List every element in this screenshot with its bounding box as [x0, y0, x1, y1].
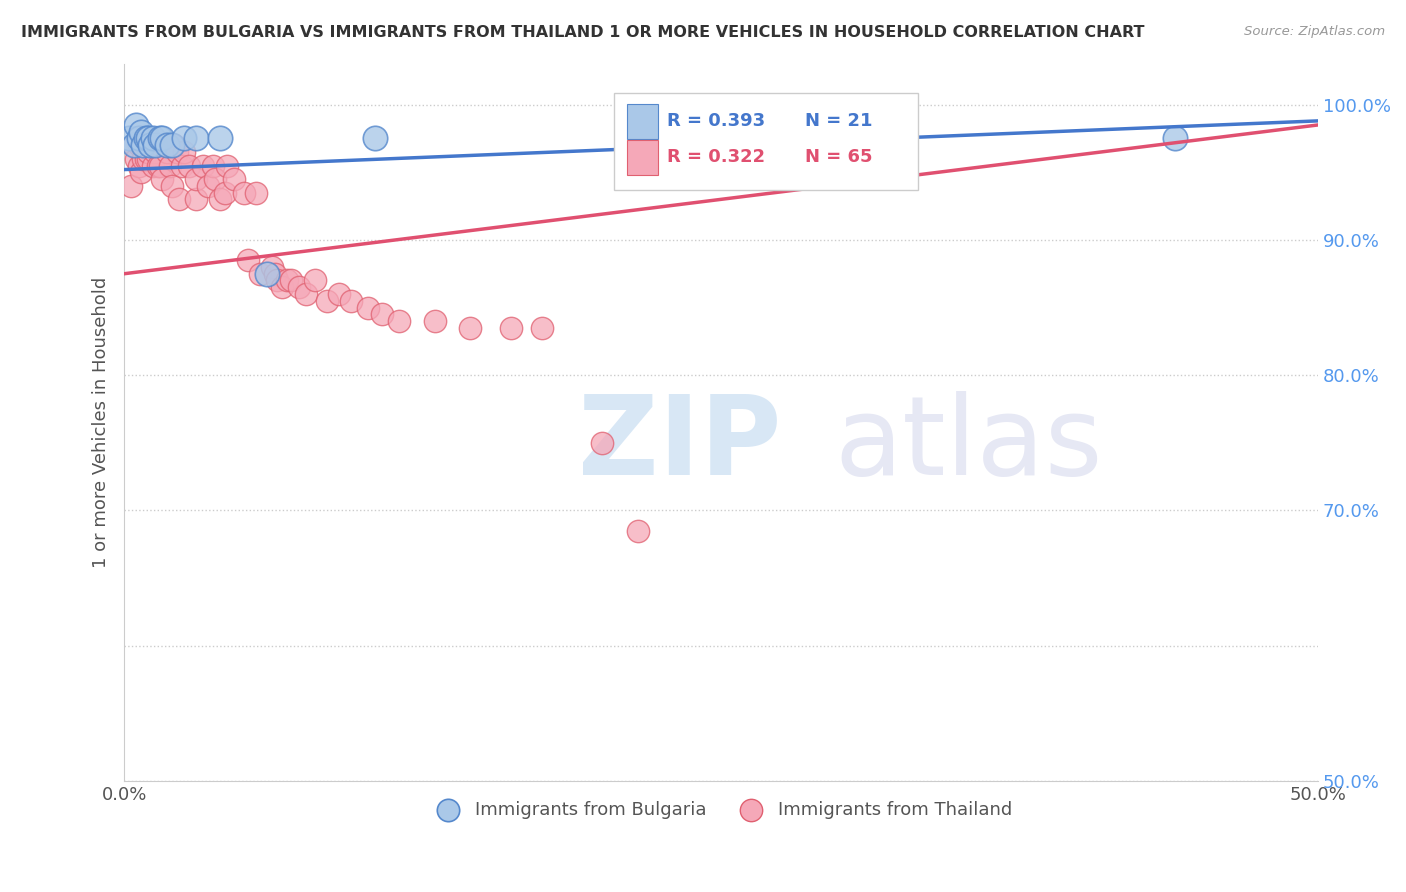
Point: [214, 186, 236, 200]
Point: [263, 267, 285, 281]
Point: [163, 138, 186, 153]
Point: [149, 131, 172, 145]
Point: [626, 524, 648, 538]
Point: [238, 253, 260, 268]
Point: [159, 159, 181, 173]
Point: [143, 145, 166, 159]
Point: [132, 138, 155, 153]
Point: [316, 293, 339, 308]
Point: [166, 145, 188, 159]
Point: [266, 273, 288, 287]
Text: R = 0.393: R = 0.393: [668, 112, 766, 130]
Point: [167, 192, 190, 206]
Point: [184, 131, 207, 145]
Point: [177, 159, 200, 173]
Point: [120, 178, 142, 193]
Point: [143, 138, 166, 153]
Point: [160, 138, 183, 153]
Point: [232, 186, 254, 200]
Point: [125, 118, 148, 132]
Point: [1164, 131, 1187, 145]
Point: [357, 301, 380, 315]
Text: Source: ZipAtlas.com: Source: ZipAtlas.com: [1244, 25, 1385, 38]
Point: [249, 267, 271, 281]
Text: atlas: atlas: [835, 391, 1104, 498]
Point: [128, 131, 150, 145]
Point: [222, 172, 245, 186]
Point: [135, 131, 157, 145]
Point: [139, 138, 162, 153]
Point: [135, 152, 157, 166]
Point: [118, 131, 141, 145]
FancyBboxPatch shape: [627, 140, 658, 175]
Point: [136, 145, 159, 159]
Point: [136, 131, 159, 145]
Point: [340, 293, 363, 308]
Point: [191, 159, 214, 173]
Point: [197, 178, 219, 193]
Point: [280, 273, 302, 287]
Point: [122, 138, 145, 153]
Point: [276, 273, 298, 287]
FancyBboxPatch shape: [614, 93, 918, 189]
Point: [423, 314, 446, 328]
Point: [208, 131, 231, 145]
Point: [287, 280, 309, 294]
Text: R = 0.322: R = 0.322: [668, 148, 766, 166]
Point: [143, 138, 166, 153]
Text: ZIP: ZIP: [578, 391, 782, 498]
Point: [125, 152, 148, 166]
Point: [204, 172, 226, 186]
Point: [139, 138, 162, 153]
Point: [149, 138, 172, 153]
Text: N = 65: N = 65: [804, 148, 872, 166]
Point: [201, 159, 224, 173]
FancyBboxPatch shape: [627, 103, 658, 139]
Point: [184, 172, 207, 186]
Point: [531, 321, 554, 335]
Point: [153, 138, 176, 153]
Point: [136, 152, 159, 166]
Point: [132, 138, 155, 153]
Point: [146, 159, 169, 173]
Point: [122, 138, 145, 153]
Point: [152, 172, 174, 186]
Point: [256, 267, 278, 281]
Point: [184, 192, 207, 206]
Point: [304, 273, 326, 287]
Point: [160, 178, 183, 193]
Point: [262, 260, 284, 274]
Point: [129, 138, 152, 153]
Point: [128, 159, 150, 173]
Text: N = 21: N = 21: [804, 112, 872, 130]
Point: [294, 287, 316, 301]
Point: [388, 314, 411, 328]
Point: [499, 321, 522, 335]
Point: [142, 159, 165, 173]
Point: [152, 131, 174, 145]
Point: [245, 186, 267, 200]
Point: [170, 159, 193, 173]
Point: [371, 307, 394, 321]
Point: [156, 138, 179, 153]
Point: [128, 138, 150, 153]
Point: [173, 145, 195, 159]
Point: [142, 131, 165, 145]
Point: [270, 280, 292, 294]
Point: [328, 287, 350, 301]
Point: [132, 152, 155, 166]
Point: [149, 159, 172, 173]
Point: [460, 321, 482, 335]
Y-axis label: 1 or more Vehicles in Household: 1 or more Vehicles in Household: [93, 277, 110, 568]
Text: IMMIGRANTS FROM BULGARIA VS IMMIGRANTS FROM THAILAND 1 OR MORE VEHICLES IN HOUSE: IMMIGRANTS FROM BULGARIA VS IMMIGRANTS F…: [21, 25, 1144, 40]
Point: [173, 131, 195, 145]
Point: [591, 435, 613, 450]
Point: [364, 131, 387, 145]
Point: [156, 145, 179, 159]
Point: [129, 125, 152, 139]
Legend: Immigrants from Bulgaria, Immigrants from Thailand: Immigrants from Bulgaria, Immigrants fro…: [422, 793, 1019, 826]
Point: [215, 159, 238, 173]
Point: [129, 165, 152, 179]
Point: [208, 192, 231, 206]
